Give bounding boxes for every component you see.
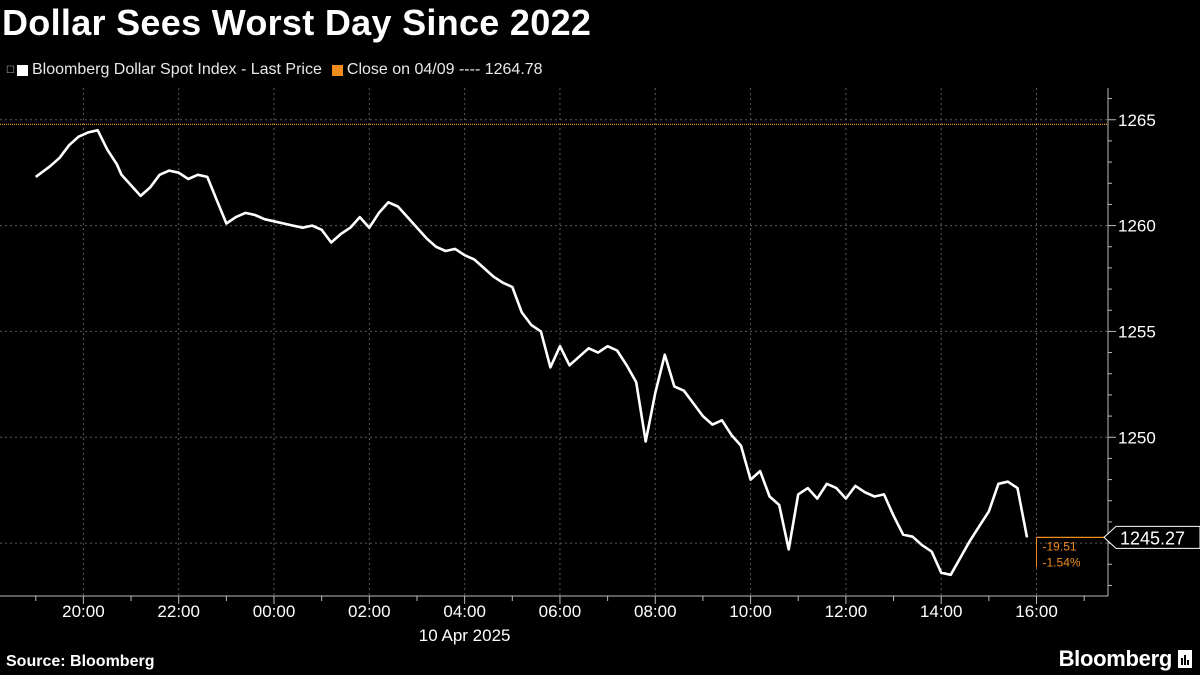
y-tick-label: 1250 bbox=[1118, 428, 1156, 447]
x-tick-label: 04:00 bbox=[443, 602, 486, 621]
x-tick-label: 10:00 bbox=[729, 602, 772, 621]
axis-labels: 1250 1255 1260 1265 20:00 22:00 00:00 02:00 04:0… bbox=[62, 111, 1185, 645]
chart-title: Dollar Sees Worst Day Since 2022 bbox=[2, 2, 592, 43]
y-tick-label: 1265 bbox=[1118, 111, 1156, 130]
y-tick-label: 1255 bbox=[1118, 322, 1156, 341]
legend-item-close[interactable]: Close on 04/09 ---- 1264.78 bbox=[331, 61, 543, 79]
bar-chart-icon bbox=[1178, 650, 1192, 668]
x-tick-label: 06:00 bbox=[539, 602, 582, 621]
legend: ☐ Bloomberg Dollar Spot Index - Last Pri… bbox=[6, 61, 553, 79]
x-tick-label: 02:00 bbox=[348, 602, 391, 621]
brand-name: Bloomberg bbox=[1058, 646, 1173, 671]
collapse-toggle-icon[interactable]: ☐ bbox=[6, 64, 15, 76]
legend-swatch-close bbox=[331, 64, 343, 76]
legend-label-close: Close on 04/09 ---- 1264.78 bbox=[346, 61, 543, 78]
last-value-label: 1245.27 bbox=[1120, 528, 1185, 548]
y-tick-label: 1260 bbox=[1118, 217, 1156, 236]
x-tick-label: 22:00 bbox=[157, 602, 200, 621]
legend-label-index: Bloomberg Dollar Spot Index - Last Price bbox=[31, 61, 322, 78]
x-tick-label: 20:00 bbox=[62, 602, 105, 621]
grid-lines bbox=[0, 88, 1108, 596]
last-value-tag bbox=[1103, 525, 1200, 549]
series-line-dollar-index bbox=[34, 129, 1029, 577]
axes bbox=[0, 88, 1116, 604]
series-marks bbox=[0, 123, 1200, 577]
legend-swatch-index bbox=[16, 64, 28, 76]
legend-item-index[interactable]: Bloomberg Dollar Spot Index - Last Price bbox=[16, 61, 322, 79]
x-tick-label: 14:00 bbox=[920, 602, 963, 621]
change-label: -19.51 bbox=[1043, 539, 1077, 553]
x-tick-label: 08:00 bbox=[634, 602, 677, 621]
brand-logo: Bloomberg bbox=[1059, 646, 1192, 672]
x-axis-label: 10 Apr 2025 bbox=[419, 626, 511, 645]
x-tick-label: 00:00 bbox=[253, 602, 296, 621]
x-tick-label: 12:00 bbox=[825, 602, 868, 621]
x-tick-label: 16:00 bbox=[1015, 602, 1058, 621]
source-note: Source: Bloomberg bbox=[6, 653, 155, 670]
change-label: -1.54% bbox=[1043, 555, 1081, 569]
